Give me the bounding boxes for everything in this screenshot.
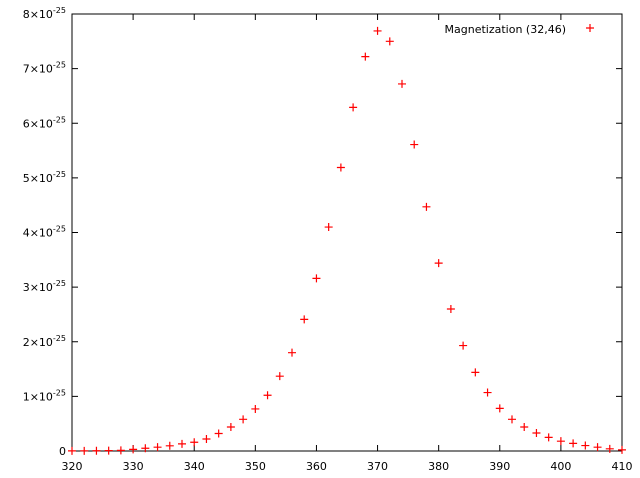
data-point [349,103,358,112]
y-tick-label: 5×10-25 [23,170,66,185]
y-tick-label: 4×10-25 [23,225,66,240]
y-tick-base: 4×10 [23,227,53,240]
data-point [288,348,296,357]
y-tick-label: 7×10-25 [23,61,66,76]
x-tick-label: 400 [550,460,571,473]
y-tick-base: 3×10 [23,281,53,294]
x-tick-label: 340 [184,460,205,473]
y-tick-label: 1×10-25 [23,388,66,403]
data-point [471,368,480,377]
data-point [263,391,272,400]
data-point [226,422,235,431]
data-point [214,429,223,438]
data-point [569,439,578,448]
y-tick-base: 1×10 [23,390,53,403]
data-point [153,443,162,452]
y-tick-label: 3×10-25 [23,279,66,294]
y-tick-exponent: -25 [53,61,66,70]
x-tick-label: 360 [306,460,327,473]
data-point [300,315,309,324]
y-tick-exponent: -25 [53,170,66,179]
y-tick-label: 6×10-25 [23,115,66,130]
data-point [495,404,504,413]
data-point [190,438,199,447]
data-point [141,444,150,453]
data-point [361,52,370,61]
y-tick-base: 2×10 [23,336,53,349]
y-tick-exponent: -25 [53,6,66,15]
data-point [434,259,443,268]
data-point [178,439,186,448]
data-point [593,443,602,452]
data-point [336,163,345,172]
legend: Magnetization (32,46) [445,23,594,36]
x-tick-label: 320 [62,460,83,473]
x-tick-label: 330 [123,460,144,473]
y-tick-base: 5×10 [23,172,53,185]
data-point [532,428,541,437]
y-tick-base: 8×10 [23,8,53,21]
data-point [202,434,211,443]
data-point [398,79,406,88]
data-point [605,444,614,453]
data-point [459,341,468,350]
y-tick-base: 7×10 [23,63,53,76]
data-point [446,304,455,313]
legend-marker [586,24,594,32]
y-tick-label: 0 [59,445,66,458]
data-points [68,26,626,455]
data-point [68,446,76,455]
data-point [483,388,492,397]
y-tick-base: 0 [59,445,66,458]
data-point [410,140,419,149]
y-tick-exponent: -25 [53,334,66,343]
data-point [556,437,565,446]
data-point [520,422,529,431]
y-tick-exponent: -25 [53,225,66,234]
data-point [385,37,394,46]
y-tick-base: 6×10 [23,117,53,130]
data-point [544,433,553,442]
data-point [80,446,89,455]
data-point [324,223,333,232]
y-tick-exponent: -25 [53,388,66,397]
data-point [129,445,138,454]
y-tick-label: 2×10-25 [23,334,66,349]
x-tick-label: 350 [245,460,266,473]
data-point [275,372,284,381]
data-point [165,441,174,450]
y-tick-exponent: -25 [53,115,66,124]
data-point [239,415,248,424]
data-point [116,446,125,455]
x-tick-label: 410 [612,460,633,473]
data-point [104,446,113,455]
x-tick-label: 380 [428,460,449,473]
x-tick-label: 390 [489,460,510,473]
x-tick-label: 370 [367,460,388,473]
data-point [422,202,431,211]
y-tick-exponent: -25 [53,279,66,288]
data-point [373,26,382,35]
data-point [581,441,590,450]
axis-ticks: 320 330 340 350 360 370 380 390 400 41001×10-252×… [23,6,633,473]
data-point [92,446,101,455]
data-point [508,415,516,424]
data-point [312,274,321,283]
y-tick-label: 8×10-25 [23,6,66,21]
data-point [251,404,260,413]
plot-frame [71,13,623,452]
legend-marker-symbol [586,24,594,32]
legend-label: Magnetization (32,46) [445,23,566,36]
data-point [618,445,626,454]
